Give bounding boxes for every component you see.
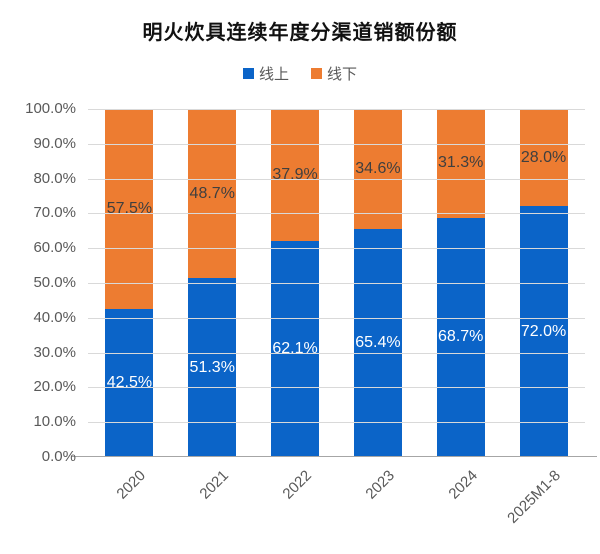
- x-tick-label: 2020: [113, 467, 150, 503]
- gridline: [88, 422, 585, 424]
- data-label: 51.3%: [189, 358, 235, 376]
- y-axis: 0.0% 10.0% 20.0% 30.0% 40.0% 50.0% 60.0% 70.0% 8…: [0, 100, 76, 465]
- y-tick-label: 80.0%: [33, 169, 76, 187]
- y-tick-label: 30.0%: [33, 343, 76, 361]
- data-label: 31.3%: [438, 154, 484, 172]
- x-tick-label: 2023: [362, 467, 398, 503]
- legend: 线上 线下: [0, 63, 600, 84]
- gridline: [88, 387, 585, 389]
- y-tick-label: 40.0%: [33, 308, 76, 326]
- bar-segment-线上-2021: 51.3%: [188, 278, 237, 457]
- x-tick-label: 2022: [279, 467, 316, 503]
- legend-swatch-online-icon: [242, 68, 254, 79]
- y-tick-label: 60.0%: [33, 239, 76, 257]
- gridline: [88, 283, 585, 284]
- x-tick-label: 2024: [445, 467, 481, 503]
- x-axis-line: [72, 456, 597, 457]
- bar-column-2021: 48.7% 51.3%: [171, 109, 254, 457]
- bar-column-2023: 34.6% 65.4%: [336, 109, 419, 457]
- bar-segment-线下-2020: 57.5%: [105, 109, 154, 310]
- legend-label-offline: 线下: [327, 66, 358, 83]
- data-label: 42.5%: [106, 374, 153, 392]
- bar-segment-线上-2020: 42.5%: [105, 309, 154, 457]
- bar-column-2024: 31.3% 68.7%: [419, 109, 502, 457]
- stacked-bar-2020: 57.5% 42.5%: [105, 109, 154, 457]
- bar-segment-线下-2024: 31.3%: [436, 109, 485, 218]
- data-label: 62.1%: [272, 339, 318, 357]
- stacked-bar-2024: 31.3% 68.7%: [436, 109, 485, 457]
- gridline: [88, 213, 585, 215]
- y-tick-label: 70.0%: [33, 204, 76, 222]
- x-tick-label: 2021: [196, 467, 233, 503]
- bar-segment-线下-2022: 37.9%: [271, 109, 320, 241]
- data-label: 34.6%: [355, 160, 401, 178]
- y-tick-label: 0.0%: [41, 448, 76, 465]
- legend-item-offline: 线下: [311, 63, 357, 84]
- data-label: 57.5%: [106, 200, 153, 218]
- plot-area: 57.5% 42.5% 48.7% 51.3% 37.9% 62.1% 34.6% 65.4%…: [72, 109, 597, 457]
- gridline: [88, 178, 585, 180]
- gridline: [88, 143, 585, 145]
- data-label: 37.9%: [272, 165, 318, 183]
- gridline: [88, 248, 585, 250]
- data-label: 28.0%: [520, 148, 567, 166]
- y-tick-label: 50.0%: [33, 274, 76, 291]
- y-tick-label: 10.0%: [33, 413, 76, 431]
- bar-segment-线上-2024: 68.7%: [436, 217, 485, 457]
- legend-item-online: 线上: [242, 63, 289, 84]
- bar-column-2020: 57.5% 42.5%: [88, 109, 171, 457]
- chart-title: 明火炊具连续年度分渠道销额份额: [142, 22, 458, 44]
- legend-swatch-offline-icon: [311, 68, 322, 79]
- legend-label-online: 线上: [258, 66, 289, 83]
- x-tick-label: 2025M1-8: [503, 467, 564, 527]
- gridline: [88, 352, 585, 354]
- data-label: 48.7%: [189, 184, 235, 202]
- gridline: [88, 317, 585, 319]
- bar-segment-线下-2021: 48.7%: [188, 109, 237, 279]
- bar-segment-线下-2023: 34.6%: [353, 109, 402, 230]
- bar-segment-线下-2025M1-8: 28.0%: [519, 109, 568, 207]
- stacked-bar-2023: 34.6% 65.4%: [353, 109, 402, 457]
- y-tick-label: 90.0%: [33, 134, 76, 152]
- data-label: 68.7%: [438, 328, 484, 346]
- y-tick-label: 20.0%: [33, 378, 76, 396]
- data-label: 72.0%: [520, 322, 567, 340]
- stacked-bar-2021: 48.7% 51.3%: [188, 109, 237, 457]
- bar-segment-线上-2025M1-8: 72.0%: [519, 206, 568, 457]
- bar-segment-线上-2022: 62.1%: [271, 240, 320, 457]
- gridline: [88, 109, 585, 110]
- y-tick-label: 100.0%: [25, 100, 76, 117]
- bar-segment-线上-2023: 65.4%: [353, 229, 402, 457]
- data-label: 65.4%: [355, 334, 401, 352]
